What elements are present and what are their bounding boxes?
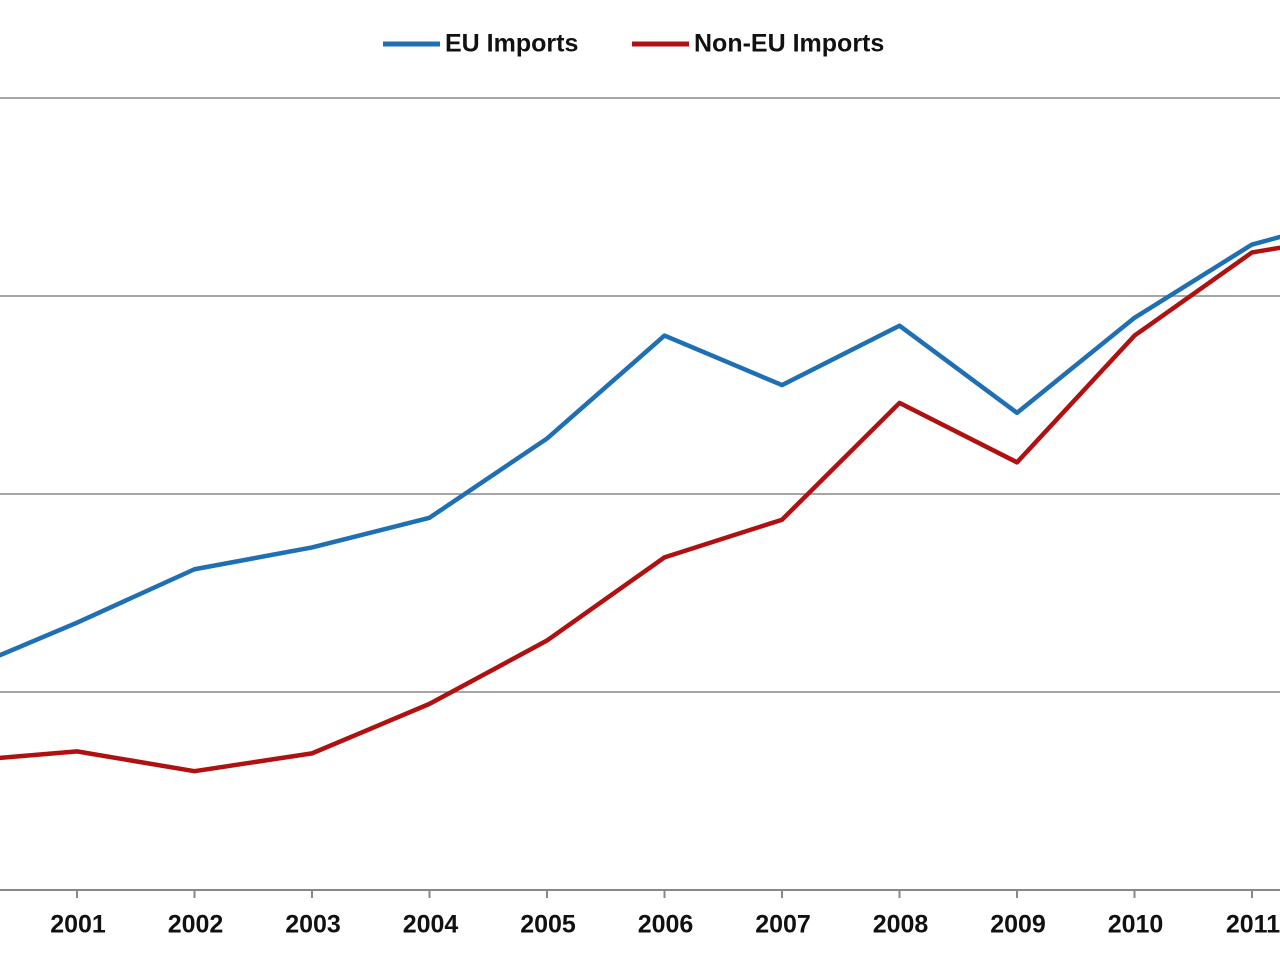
x-tick-label: 2002 <box>168 911 224 939</box>
x-tick-label: 2003 <box>285 911 341 939</box>
legend-label: EU Imports <box>445 30 578 58</box>
series-line <box>0 234 1280 658</box>
x-tick-label: 2008 <box>873 911 929 939</box>
x-tick-label: 2001 <box>50 911 106 939</box>
x-tick-label: 2011 <box>1226 911 1280 939</box>
x-tick-label: 2009 <box>990 911 1046 939</box>
x-tick-label: 2006 <box>638 911 694 939</box>
x-tick-label: 2004 <box>403 911 459 939</box>
x-tick-label: 2007 <box>755 911 811 939</box>
series-line <box>0 245 1280 774</box>
legend-label: Non-EU Imports <box>694 30 884 58</box>
x-tick-label: 2010 <box>1108 911 1164 939</box>
x-tick-label: 2005 <box>520 911 576 939</box>
